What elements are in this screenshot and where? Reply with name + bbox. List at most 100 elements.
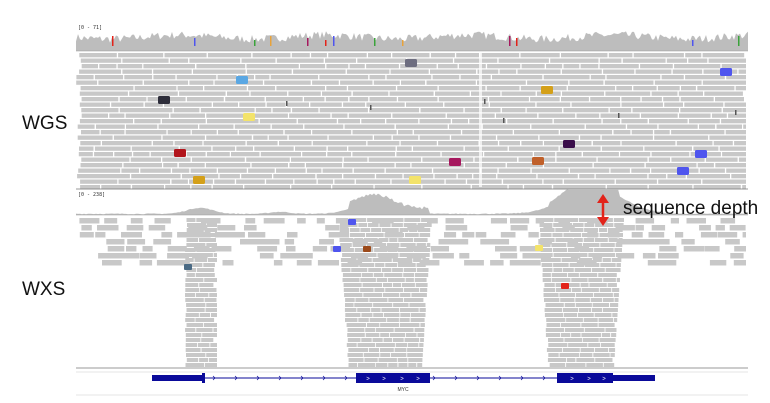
read <box>245 218 256 224</box>
read <box>213 253 217 257</box>
read <box>721 64 746 69</box>
read <box>185 248 196 252</box>
read <box>362 283 383 287</box>
coverage-mismatch-tick <box>254 40 256 46</box>
read <box>200 233 217 237</box>
read <box>570 228 584 232</box>
read <box>713 141 733 146</box>
read <box>734 141 746 146</box>
read <box>399 253 409 257</box>
read <box>79 91 128 96</box>
read <box>579 353 593 357</box>
read <box>540 228 555 232</box>
read <box>459 253 470 259</box>
read <box>186 358 199 362</box>
read <box>327 146 347 151</box>
read <box>648 174 667 179</box>
read <box>547 358 567 362</box>
read <box>203 323 217 327</box>
read <box>704 91 743 96</box>
read <box>541 263 553 267</box>
read <box>605 268 621 272</box>
read <box>186 308 205 312</box>
read <box>709 260 727 266</box>
read <box>593 163 645 168</box>
read <box>292 108 319 113</box>
read <box>363 293 383 297</box>
read <box>349 233 366 237</box>
gene-exon-2 <box>356 373 430 383</box>
read <box>575 293 594 297</box>
read <box>361 119 385 124</box>
read <box>348 86 396 91</box>
read <box>375 328 394 332</box>
read <box>397 248 414 252</box>
read <box>118 53 164 58</box>
read <box>187 223 207 227</box>
read <box>477 69 499 74</box>
read <box>661 75 684 80</box>
read <box>445 218 464 224</box>
read <box>376 174 403 179</box>
read <box>177 86 203 91</box>
read <box>413 248 430 252</box>
read <box>671 130 725 135</box>
read <box>606 75 661 80</box>
read <box>190 168 217 173</box>
read <box>615 243 623 247</box>
gene-track[interactable]: > > > > > > > MYC <box>76 371 748 396</box>
read <box>604 80 654 85</box>
read <box>631 168 650 173</box>
read <box>387 318 399 322</box>
read <box>411 163 464 168</box>
read <box>287 232 298 238</box>
read <box>571 288 581 292</box>
read <box>81 157 130 162</box>
read <box>388 248 397 252</box>
read <box>548 343 568 347</box>
read <box>405 278 414 282</box>
read <box>325 97 349 102</box>
read <box>599 288 612 292</box>
read <box>602 258 611 262</box>
coverage-mismatch-tick <box>270 36 272 46</box>
read <box>199 313 211 317</box>
read <box>500 253 518 259</box>
read <box>598 273 617 277</box>
read <box>365 328 376 332</box>
read <box>544 283 555 287</box>
read <box>393 303 409 307</box>
read <box>346 343 357 347</box>
read <box>207 119 259 124</box>
read <box>549 363 566 367</box>
read <box>590 75 606 80</box>
read <box>241 174 272 179</box>
read <box>613 293 619 297</box>
read <box>544 313 564 317</box>
read <box>411 313 426 317</box>
read <box>381 308 400 312</box>
read <box>339 228 349 232</box>
read <box>392 135 419 140</box>
read <box>372 338 383 342</box>
read <box>394 348 407 352</box>
read <box>708 58 746 63</box>
read <box>289 113 331 118</box>
read <box>417 333 425 337</box>
read <box>340 80 373 85</box>
read <box>540 238 555 242</box>
read <box>635 225 644 231</box>
read <box>586 363 603 367</box>
wxs-read-alignments[interactable] <box>79 218 746 367</box>
read <box>351 268 368 272</box>
read <box>583 152 619 157</box>
wgs-read-alignments[interactable] <box>76 53 746 190</box>
read <box>551 243 567 247</box>
read <box>414 328 425 332</box>
read <box>352 91 389 96</box>
read <box>400 141 437 146</box>
exon-arrow-glyph: > <box>416 377 420 383</box>
read <box>444 232 457 238</box>
read <box>405 333 417 337</box>
read <box>264 80 311 85</box>
